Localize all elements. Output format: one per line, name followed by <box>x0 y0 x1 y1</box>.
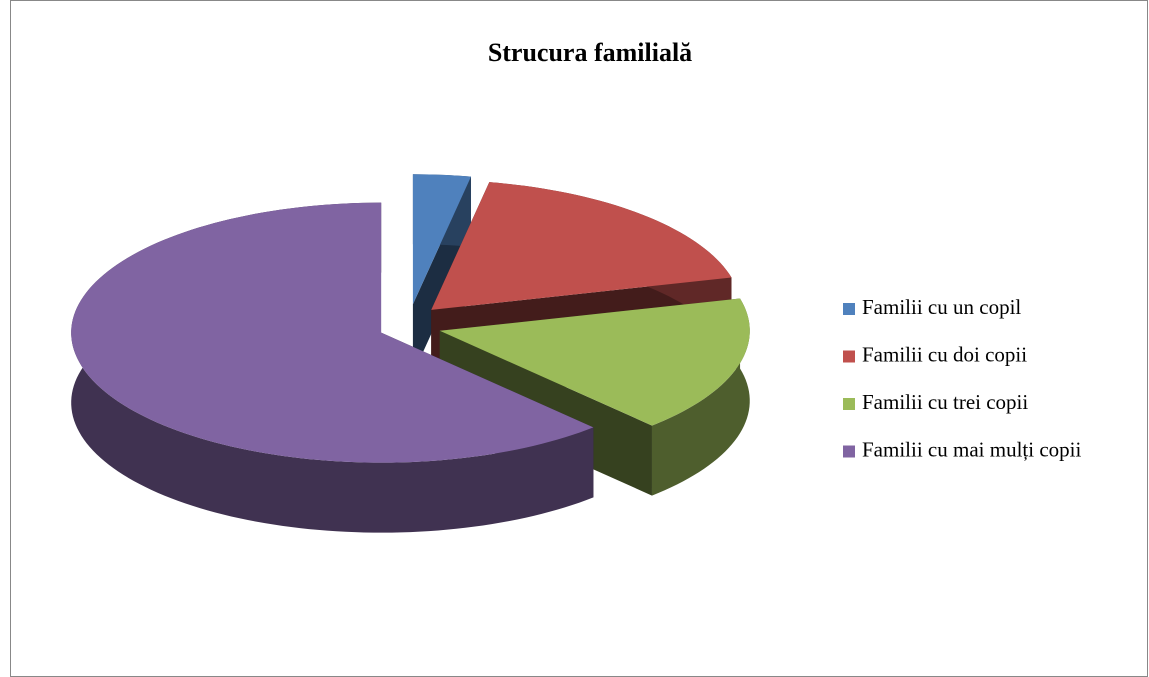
chart-title: Strucura familială <box>488 38 692 67</box>
legend-label: Familii cu trei copii <box>862 390 1028 414</box>
legend-label: Familii cu mai mulți copii <box>862 437 1081 461</box>
slice <box>439 298 750 426</box>
legend-swatch <box>843 445 855 458</box>
slice <box>431 182 732 310</box>
legend-label: Familii cu un copil <box>862 295 1021 319</box>
slice <box>71 202 594 463</box>
legend-swatch <box>843 350 855 363</box>
legend-label: Familii cu doi copii <box>862 342 1027 366</box>
legend-swatch <box>843 303 855 315</box>
slice-rim <box>651 298 750 496</box>
slice-group <box>71 202 594 533</box>
slice-group <box>431 182 732 380</box>
slice-group <box>412 174 472 375</box>
legend-swatch <box>843 398 855 410</box>
slice <box>412 174 472 305</box>
